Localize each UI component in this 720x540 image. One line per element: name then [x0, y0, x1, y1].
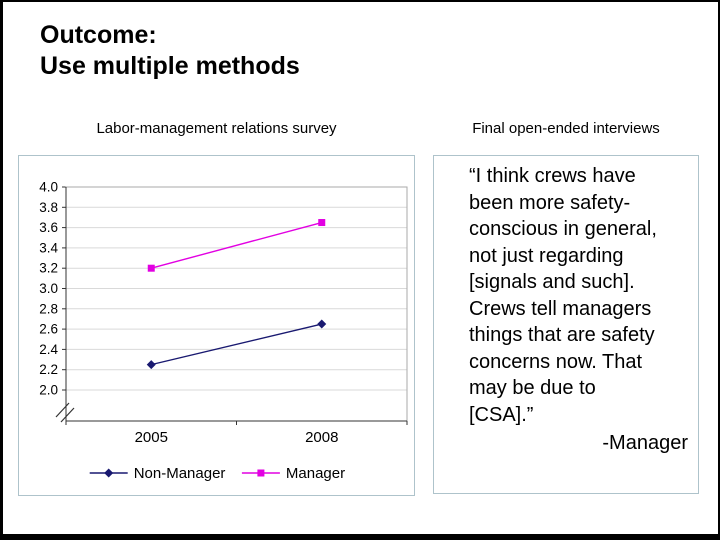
svg-text:2.0: 2.0: [39, 383, 58, 398]
svg-text:2.4: 2.4: [39, 342, 58, 357]
svg-text:2005: 2005: [135, 429, 168, 446]
chart-panel: 2.0 2.2 2.4 2.6 2.8 3.0 3.2 3.4 3.6 3.8 4.0 2005 200…: [18, 155, 415, 496]
svg-text:Non-Manager: Non-Manager: [134, 465, 226, 482]
svg-text:2.8: 2.8: [39, 301, 58, 316]
svg-text:3.4: 3.4: [39, 240, 58, 255]
title-line-2: Use multiple methods: [40, 52, 300, 80]
quote-text: “I think crews have been more safety-con…: [469, 165, 657, 426]
quote-panel: “I think crews have been more safety-con…: [433, 155, 699, 494]
svg-text:3.2: 3.2: [39, 261, 58, 276]
svg-text:2.2: 2.2: [39, 362, 58, 377]
quote-attribution: -Manager: [602, 432, 688, 454]
svg-text:3.6: 3.6: [39, 220, 58, 235]
svg-text:3.8: 3.8: [39, 200, 58, 215]
svg-text:3.0: 3.0: [39, 281, 58, 296]
line-chart: 2.0 2.2 2.4 2.6 2.8 3.0 3.2 3.4 3.6 3.8 4.0 2005 200…: [39, 180, 408, 482]
right-column-header: Final open-ended interviews: [472, 120, 660, 137]
slide-title: Outcome: Use multiple methods: [40, 20, 300, 82]
svg-text:4.0: 4.0: [39, 180, 58, 195]
left-column-header: Labor-management relations survey: [96, 120, 337, 137]
svg-text:Manager: Manager: [286, 465, 345, 482]
title-line-1: Outcome:: [40, 21, 157, 49]
svg-text:2008: 2008: [305, 429, 338, 446]
svg-text:2.6: 2.6: [39, 322, 58, 337]
